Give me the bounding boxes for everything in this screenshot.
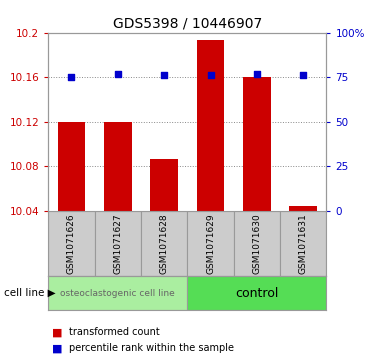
Text: GSM1071626: GSM1071626 <box>67 213 76 274</box>
Text: control: control <box>235 287 279 299</box>
Point <box>301 73 306 78</box>
Text: GSM1071628: GSM1071628 <box>160 213 169 274</box>
Text: transformed count: transformed count <box>69 327 160 337</box>
Bar <box>58 122 85 211</box>
Text: percentile rank within the sample: percentile rank within the sample <box>69 343 234 354</box>
Bar <box>104 122 132 211</box>
Text: GSM1071629: GSM1071629 <box>206 213 215 274</box>
Bar <box>150 159 178 211</box>
Text: ■: ■ <box>52 343 62 354</box>
Point <box>208 73 214 78</box>
Point <box>254 71 260 77</box>
Bar <box>141 211 187 276</box>
Bar <box>48 276 187 310</box>
Text: osteoclastogenic cell line: osteoclastogenic cell line <box>60 289 175 298</box>
Text: GSM1071627: GSM1071627 <box>113 213 122 274</box>
Point <box>69 74 75 80</box>
Bar <box>289 206 317 211</box>
Text: GSM1071631: GSM1071631 <box>299 213 308 274</box>
Bar <box>187 276 326 310</box>
Bar <box>95 211 141 276</box>
Text: ■: ■ <box>52 327 62 337</box>
Point <box>115 71 121 77</box>
Bar <box>280 211 326 276</box>
Bar <box>187 211 234 276</box>
Bar <box>234 211 280 276</box>
Bar <box>48 211 95 276</box>
Text: GSM1071630: GSM1071630 <box>252 213 262 274</box>
Title: GDS5398 / 10446907: GDS5398 / 10446907 <box>113 16 262 30</box>
Text: cell line ▶: cell line ▶ <box>4 288 55 298</box>
Bar <box>197 40 224 211</box>
Point <box>161 73 167 78</box>
Bar <box>243 77 271 211</box>
